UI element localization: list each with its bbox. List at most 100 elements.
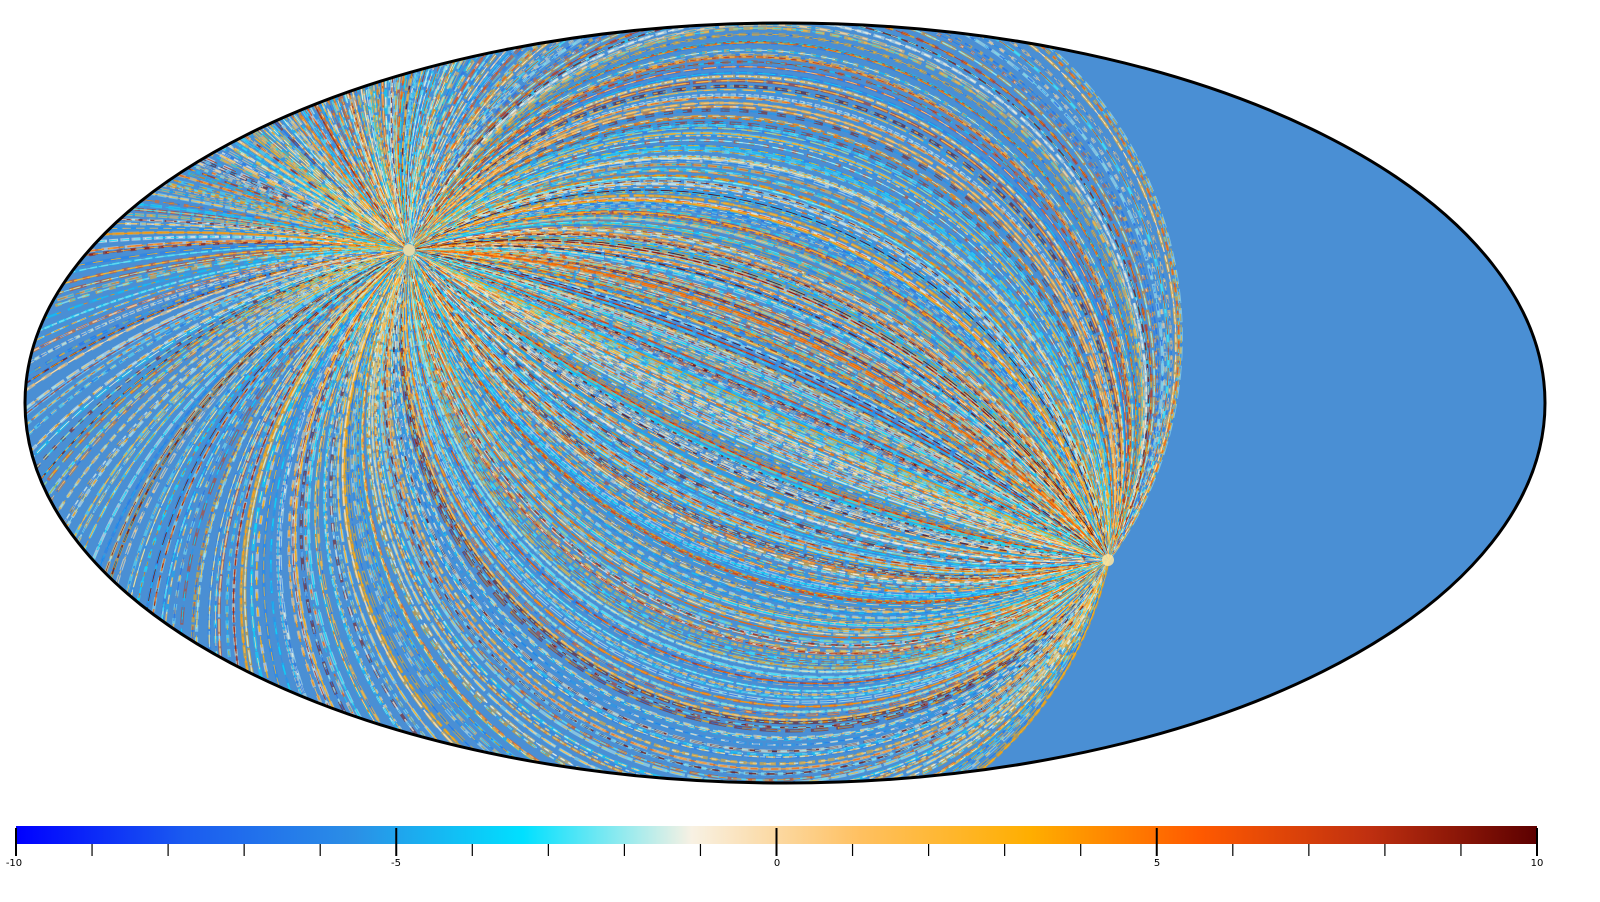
streamline xyxy=(416,227,1107,557)
streamline xyxy=(338,23,405,242)
streamline xyxy=(406,264,1109,703)
streamline xyxy=(287,254,442,783)
streamline xyxy=(408,23,512,235)
streamline xyxy=(25,246,399,307)
streamline xyxy=(419,260,1107,561)
streamline xyxy=(410,23,651,244)
streamline xyxy=(407,256,1106,696)
streamline xyxy=(410,23,1180,557)
streamline xyxy=(368,23,407,242)
streamline xyxy=(412,265,1108,631)
streamline xyxy=(415,191,1108,556)
streamline xyxy=(411,256,1102,606)
streamline xyxy=(416,248,1107,558)
streamline xyxy=(414,263,1105,597)
streamline xyxy=(408,262,1107,664)
streamline xyxy=(412,262,1109,611)
streamline xyxy=(341,255,694,783)
streamline xyxy=(409,23,576,244)
north-node-glow xyxy=(403,244,415,256)
streamline xyxy=(420,241,1106,556)
streamline xyxy=(415,132,1110,558)
streamline xyxy=(420,177,1109,557)
streamline xyxy=(413,80,1123,556)
streamline xyxy=(410,23,630,240)
streamline xyxy=(408,259,1109,680)
sky-map xyxy=(23,21,1547,785)
colorbar-label-pos5: 5 xyxy=(1153,858,1161,869)
streamline xyxy=(397,263,1109,739)
streamline xyxy=(415,23,1147,559)
streamline xyxy=(308,259,501,783)
streamline xyxy=(417,256,1106,560)
streamline xyxy=(411,262,1104,633)
streamline xyxy=(417,262,1104,573)
streamline xyxy=(407,23,498,240)
colorbar-label-zero: 0 xyxy=(773,858,781,869)
streamline xyxy=(421,246,1107,558)
streamline xyxy=(415,175,1109,558)
streamline xyxy=(399,256,1108,732)
streamline xyxy=(414,186,1109,557)
streamline xyxy=(408,23,515,237)
streamline xyxy=(408,265,1105,692)
streamline xyxy=(405,265,1109,708)
streamline xyxy=(413,257,1101,583)
streamline xyxy=(337,259,639,783)
streamline xyxy=(411,258,1102,603)
streamline xyxy=(409,23,546,239)
streamline xyxy=(368,259,1108,783)
streamline xyxy=(416,195,1107,554)
streamline xyxy=(418,249,1109,561)
streamline xyxy=(362,263,1108,783)
streamline xyxy=(196,255,401,783)
streamline xyxy=(25,254,397,783)
streamline xyxy=(304,259,486,783)
streamline xyxy=(415,249,1107,558)
streamline xyxy=(415,139,1110,553)
streamline xyxy=(419,251,1105,558)
streamline xyxy=(25,248,395,367)
streamline xyxy=(423,240,1107,557)
streamline xyxy=(416,109,1114,554)
streamline xyxy=(421,205,1108,557)
streamline xyxy=(416,253,1107,560)
streamline xyxy=(413,54,1132,557)
streamline xyxy=(423,252,1108,561)
streamline xyxy=(411,49,1134,555)
streamline xyxy=(333,258,609,783)
streamline xyxy=(407,23,490,238)
streamline xyxy=(25,252,400,783)
streamline xyxy=(394,263,1107,746)
streamline xyxy=(418,260,1101,561)
streamline xyxy=(414,115,1113,553)
streamline xyxy=(25,242,399,285)
streamline xyxy=(419,180,1108,553)
streamline xyxy=(416,97,1118,558)
mollweide-projection xyxy=(23,21,1547,785)
streamline xyxy=(25,127,400,248)
streamline xyxy=(415,33,1140,555)
streamline xyxy=(416,250,1104,556)
streamline xyxy=(379,256,1109,783)
streamline xyxy=(415,238,1106,555)
streamline xyxy=(404,265,1109,713)
streamline xyxy=(422,254,1105,558)
streamline xyxy=(357,262,1109,783)
streamline xyxy=(25,253,396,661)
streamline xyxy=(416,255,1101,560)
streamline xyxy=(25,223,397,249)
streamline xyxy=(419,135,1110,559)
streamline xyxy=(52,252,401,783)
streamline xyxy=(409,259,1108,666)
streamline xyxy=(419,117,1113,555)
streamline xyxy=(25,251,398,747)
streamline xyxy=(416,253,1108,561)
streamline xyxy=(407,259,1105,699)
streamline xyxy=(414,65,1128,558)
streamline xyxy=(414,23,1152,554)
streamline xyxy=(417,252,1108,561)
streamline xyxy=(410,262,1108,646)
streamline xyxy=(412,23,1149,554)
streamline xyxy=(416,56,1131,558)
